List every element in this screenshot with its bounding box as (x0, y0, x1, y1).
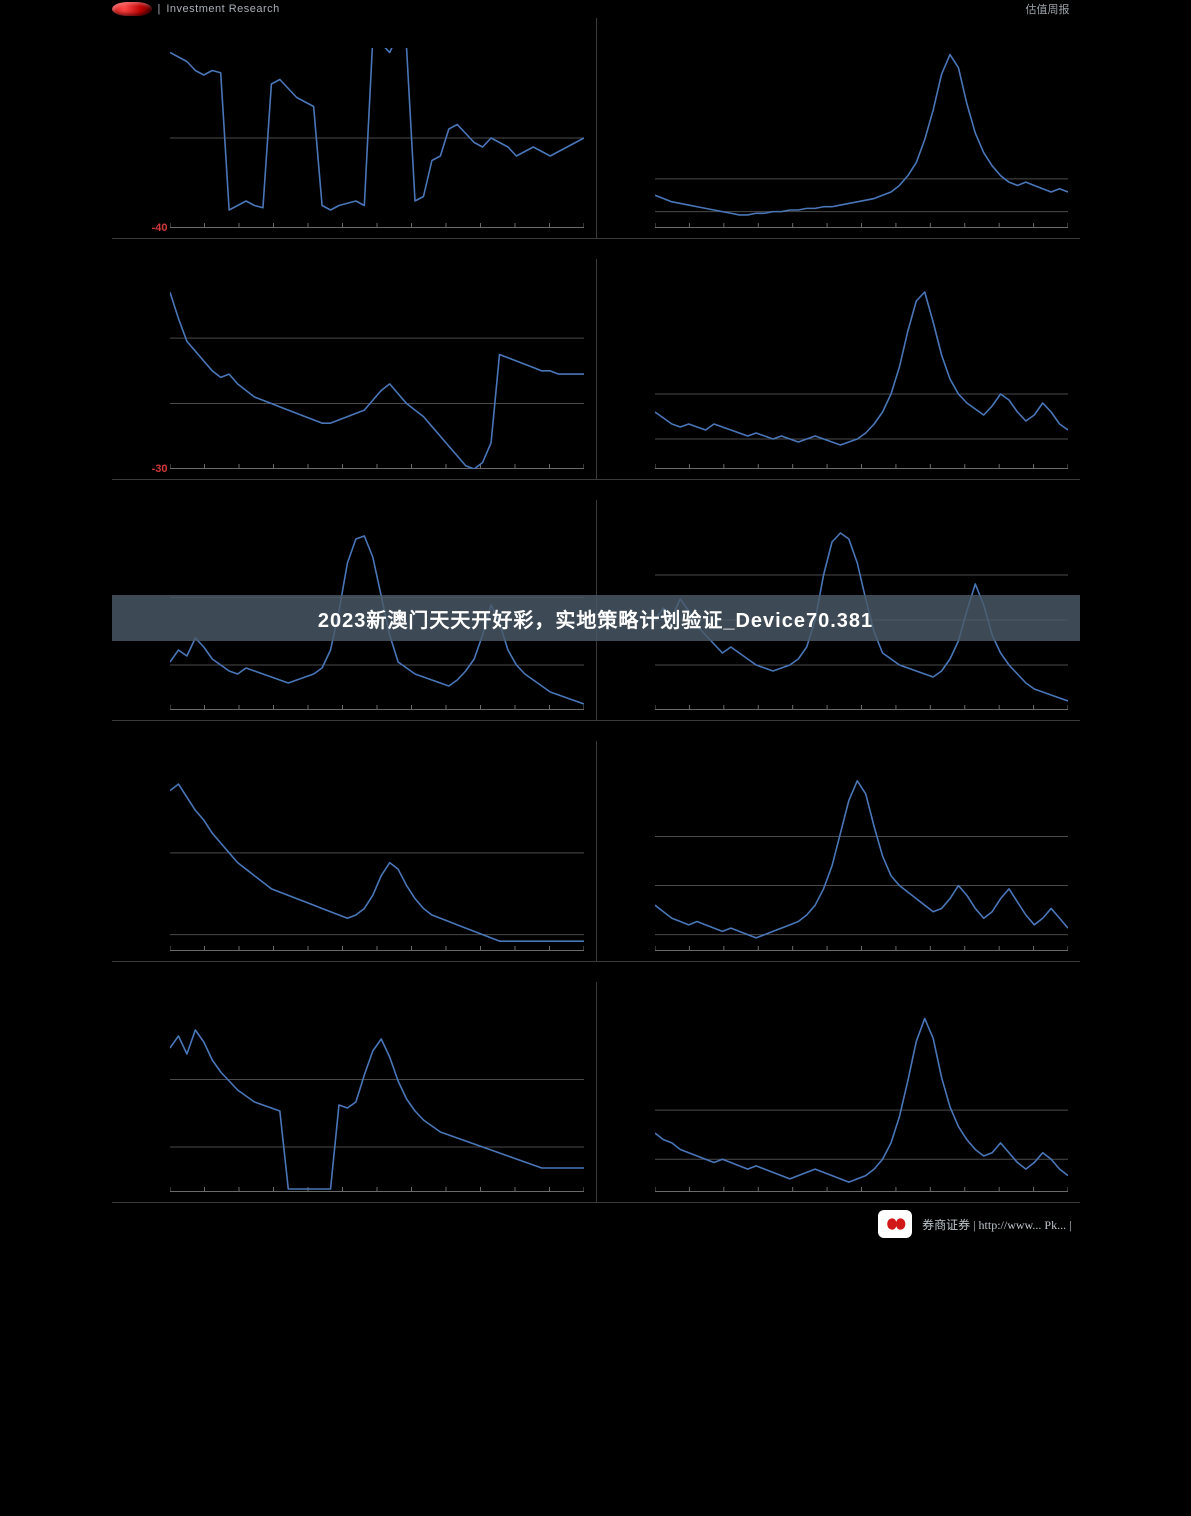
chart-cell (596, 18, 1080, 238)
header-right-text: 估值周报 (1026, 1, 1070, 17)
chart-plot (170, 1012, 584, 1192)
chart-row: -40 (112, 18, 1080, 239)
chart-cell (112, 982, 596, 1202)
y-tick-label: -30 (152, 463, 168, 475)
header-divider: | (158, 3, 161, 15)
overlay-banner: 2023新澳门天天开好彩，实地策略计划验证_Device70.381 (112, 595, 1080, 641)
chart-plot (170, 771, 584, 951)
chart-plot: -30 (170, 289, 584, 469)
footer-logo-icon (878, 1210, 912, 1238)
chart-row (112, 982, 1080, 1203)
row-gap (112, 480, 1080, 500)
footer-text: 券商证券 | http://www... Pk... | (922, 1216, 1071, 1233)
chart-plot (655, 771, 1068, 951)
publisher-logo-icon (112, 2, 152, 16)
chart-cell: -30 (112, 259, 596, 479)
row-gap (112, 962, 1080, 982)
report-page: | Investment Research 估值周报 -40 -30 券商证券 |… (112, 0, 1080, 1245)
chart-plot (655, 48, 1068, 228)
chart-cell: -40 (112, 18, 596, 238)
row-gap (112, 721, 1080, 741)
footer-bar: 券商证券 | http://www... Pk... | (112, 1203, 1080, 1245)
y-tick-label: -40 (152, 222, 168, 234)
header-bar: | Investment Research 估值周报 (112, 0, 1080, 18)
chart-plot (655, 289, 1068, 469)
header-title: Investment Research (166, 3, 279, 15)
chart-cell (596, 982, 1080, 1202)
chart-plot (655, 1012, 1068, 1192)
header-left: | Investment Research (112, 2, 280, 16)
chart-row (112, 741, 1080, 962)
chart-cell (596, 741, 1080, 961)
row-gap (112, 239, 1080, 259)
overlay-banner-text: 2023新澳门天天开好彩，实地策略计划验证_Device70.381 (318, 604, 873, 633)
chart-cell (112, 741, 596, 961)
chart-plot: -40 (170, 48, 584, 228)
chart-cell (596, 259, 1080, 479)
chart-row: -30 (112, 259, 1080, 480)
